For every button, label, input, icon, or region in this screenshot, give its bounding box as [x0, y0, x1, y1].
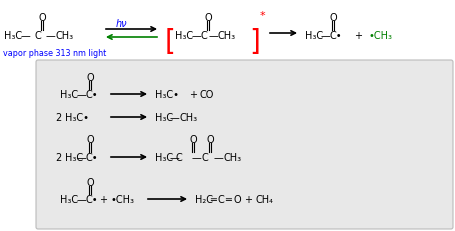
Text: H₃C: H₃C	[175, 31, 193, 41]
Text: [: [	[165, 28, 176, 56]
Text: C•: C•	[86, 90, 99, 100]
Text: H₃C: H₃C	[4, 31, 22, 41]
Text: C: C	[176, 152, 182, 162]
Text: +: +	[99, 194, 107, 204]
Text: hν: hν	[115, 19, 127, 29]
Text: —: —	[20, 31, 30, 41]
Text: H₃C: H₃C	[155, 152, 173, 162]
Text: C: C	[201, 31, 207, 41]
Text: —: —	[208, 31, 218, 41]
Text: CH₃: CH₃	[223, 152, 241, 162]
Text: H₃C•: H₃C•	[155, 90, 179, 100]
Text: O: O	[38, 13, 46, 23]
FancyBboxPatch shape	[36, 61, 453, 229]
Text: CH₃: CH₃	[218, 31, 236, 41]
Text: CH₃: CH₃	[179, 112, 197, 122]
Text: vapor phase 313 nm light: vapor phase 313 nm light	[3, 49, 106, 58]
Text: 2: 2	[55, 152, 61, 162]
Text: O: O	[206, 134, 214, 144]
Text: —: —	[320, 31, 330, 41]
Text: —: —	[169, 152, 179, 162]
Text: CO: CO	[200, 90, 214, 100]
Text: O: O	[189, 134, 197, 144]
Text: CH₃: CH₃	[55, 31, 73, 41]
Text: H₃C: H₃C	[60, 90, 78, 100]
Text: C: C	[202, 152, 208, 162]
Text: O: O	[233, 194, 241, 204]
Text: O: O	[86, 177, 94, 187]
Text: H₃C: H₃C	[305, 31, 323, 41]
Text: ═: ═	[225, 194, 231, 204]
Text: •CH₃: •CH₃	[368, 31, 392, 41]
Text: —: —	[191, 31, 201, 41]
Text: H₃C: H₃C	[155, 112, 173, 122]
Text: O: O	[329, 13, 337, 23]
Text: —: —	[213, 152, 223, 162]
Text: ═: ═	[210, 194, 216, 204]
Text: H₃C: H₃C	[65, 152, 83, 162]
Text: O: O	[86, 73, 94, 83]
Text: H₂C: H₂C	[195, 194, 213, 204]
Text: O: O	[204, 13, 212, 23]
Text: —: —	[76, 90, 86, 100]
Text: 2: 2	[55, 112, 61, 122]
Text: CH₄: CH₄	[255, 194, 273, 204]
Text: *: *	[260, 11, 266, 21]
Text: —: —	[76, 152, 86, 162]
Text: O: O	[86, 134, 94, 144]
Text: H₃C•: H₃C•	[65, 112, 89, 122]
Text: C•: C•	[86, 194, 99, 204]
Text: +: +	[354, 31, 362, 41]
Text: —: —	[191, 152, 201, 162]
Text: C: C	[35, 31, 41, 41]
Text: ]: ]	[249, 28, 260, 56]
Text: —: —	[76, 194, 86, 204]
Text: C•: C•	[86, 152, 99, 162]
Text: C: C	[218, 194, 225, 204]
Text: H₃C: H₃C	[60, 194, 78, 204]
Text: +: +	[244, 194, 252, 204]
Text: +: +	[189, 90, 197, 100]
Text: •CH₃: •CH₃	[110, 194, 134, 204]
Text: —: —	[45, 31, 55, 41]
Text: C•: C•	[329, 31, 342, 41]
Text: —: —	[169, 112, 179, 122]
